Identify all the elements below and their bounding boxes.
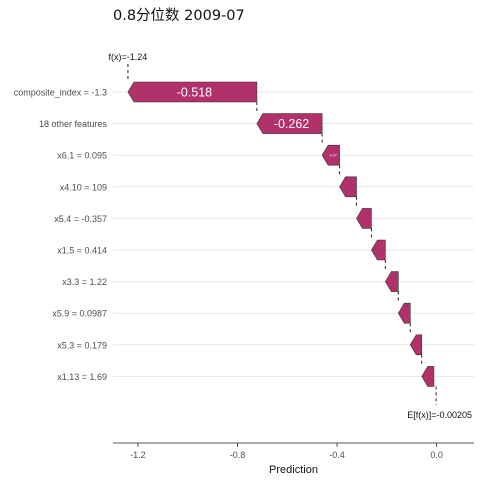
- bar-value-label: -0.518: [177, 85, 212, 99]
- waterfall-bar: [409, 334, 423, 356]
- x-tick-label: -0.4: [329, 450, 345, 460]
- x-axis-title: Prediction: [269, 464, 318, 476]
- feature-label: x6.1 = 0.095: [57, 151, 107, 161]
- feature-label: x1.13 = 1.69: [57, 372, 107, 382]
- x-tick-label: -0.8: [230, 450, 246, 460]
- chart-title: 0.8分位数 2009-07: [113, 8, 245, 24]
- waterfall-bar: [256, 113, 323, 134]
- fx-label: f(x)=-1.24: [109, 52, 148, 62]
- feature-label: x5.4 = -0.357: [54, 214, 107, 224]
- waterfall-bar: [397, 302, 411, 324]
- waterfall-bar: [356, 208, 372, 229]
- x-tick-label: -1.2: [130, 450, 146, 460]
- waterfall-bar: [127, 81, 258, 103]
- waterfall-bar: [385, 271, 399, 292]
- waterfall-bar: [421, 366, 435, 387]
- x-tick-label: 0.0: [430, 450, 443, 460]
- feature-label: x4.10 = 109: [60, 182, 107, 192]
- feature-label: 18 other features: [39, 119, 108, 129]
- base-value-label: E[f(x)]=-0.00205: [407, 410, 472, 420]
- feature-label: x5.3 = 0.179: [57, 340, 107, 350]
- feature-label: x1.5 = 0.414: [57, 246, 107, 256]
- feature-label: x5.9 = 0.0987: [52, 309, 107, 319]
- waterfall-bar: [371, 239, 386, 261]
- feature-label: composite_index = -1.3: [14, 88, 107, 98]
- waterfall-bar: [321, 144, 340, 166]
- feature-label: x3.3 = 1.22: [62, 277, 107, 287]
- bar-value-label: -0.07: [329, 153, 337, 157]
- bar-value-label: -0.262: [274, 117, 309, 131]
- waterfall-bar: [339, 176, 357, 198]
